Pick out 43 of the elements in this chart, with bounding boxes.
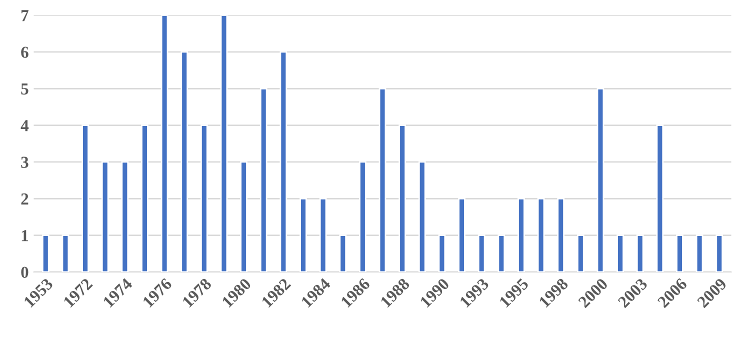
bar bbox=[616, 234, 624, 272]
bar bbox=[359, 161, 366, 272]
bar bbox=[596, 88, 604, 272]
y-tick-label: 6 bbox=[21, 46, 28, 58]
bar bbox=[576, 234, 584, 272]
bar bbox=[160, 15, 168, 272]
y-tick-label: 3 bbox=[21, 156, 28, 168]
y-tick-label: 7 bbox=[22, 10, 28, 22]
bar bbox=[438, 234, 446, 272]
bar bbox=[696, 234, 704, 272]
bar bbox=[141, 124, 148, 272]
bar bbox=[418, 161, 426, 272]
bar bbox=[398, 124, 406, 272]
bar bbox=[498, 234, 506, 272]
bar bbox=[62, 234, 70, 272]
y-tick-label: 1 bbox=[22, 230, 28, 242]
bar bbox=[458, 198, 466, 272]
bar bbox=[656, 124, 664, 272]
bar bbox=[101, 161, 109, 272]
bar bbox=[220, 15, 228, 272]
bar bbox=[716, 234, 724, 272]
bar bbox=[636, 234, 644, 272]
bar bbox=[300, 198, 307, 272]
bar bbox=[319, 198, 327, 272]
bar bbox=[121, 161, 129, 272]
bar bbox=[200, 124, 208, 272]
bar bbox=[518, 198, 525, 272]
bar bbox=[537, 198, 545, 272]
bar bbox=[339, 234, 347, 272]
bar bbox=[82, 124, 89, 272]
y-tick-label: 2 bbox=[21, 193, 28, 204]
bar bbox=[280, 51, 288, 272]
y-tick-label: 5 bbox=[21, 84, 28, 95]
bar bbox=[42, 234, 50, 272]
bar bbox=[180, 51, 188, 272]
bar bbox=[478, 234, 486, 272]
bar bbox=[557, 198, 565, 272]
bar bbox=[240, 161, 248, 272]
bar bbox=[378, 88, 386, 272]
bar bbox=[676, 234, 684, 272]
bar bbox=[260, 88, 268, 272]
y-tick-label: 0 bbox=[21, 266, 28, 278]
y-tick-label: 4 bbox=[20, 120, 29, 132]
